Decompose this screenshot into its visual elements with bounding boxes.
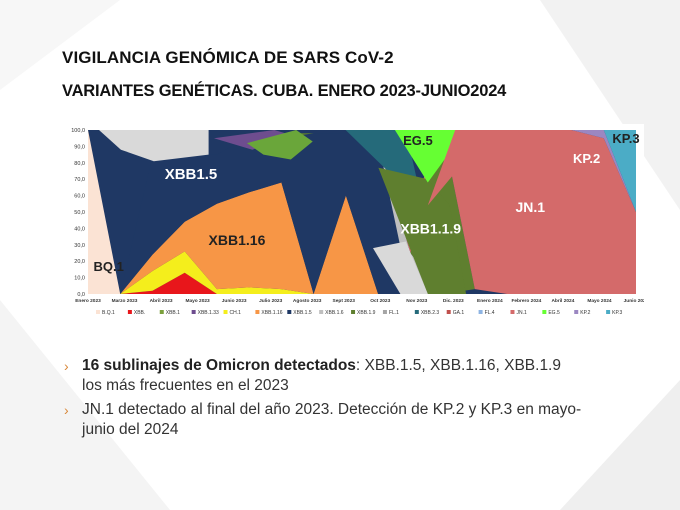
top-gray-band xyxy=(99,130,209,162)
x-tick-label: Sept 2023 xyxy=(333,298,356,304)
legend-label: FL.1 xyxy=(389,310,399,316)
legend-swatch xyxy=(606,310,611,314)
bullet-text: : XBB.1.5, XBB.1.16, XBB.1.9 los más fre… xyxy=(82,357,561,394)
x-tick-label: Enero 2024 xyxy=(477,298,503,304)
legend-label: XBB.1 xyxy=(166,310,180,316)
legend-label: KP.2 xyxy=(580,310,590,316)
top-purple-band xyxy=(214,130,291,150)
x-tick-label: Mayo 2023 xyxy=(185,298,210,304)
legend-label: XBB.1.5 xyxy=(293,310,312,316)
variant-area-chart: 0,0 10,0 20,0 30,0 40,0 50,0 60,0 70,0 80,0 90,0 1… xyxy=(62,124,644,330)
legend-swatch xyxy=(96,310,100,314)
legend-swatch xyxy=(478,310,483,314)
chevron-right-icon: › xyxy=(64,402,69,418)
legend-swatch xyxy=(191,310,196,314)
y-tick-label: 40,0 xyxy=(74,226,85,232)
legend-swatch xyxy=(223,310,228,314)
legend-label: XBB.2.3 xyxy=(421,310,440,316)
bullet-bold-text: 16 sublinajes de Omicron detectados xyxy=(82,357,356,374)
annotation-label: XBB1.5 xyxy=(165,166,218,183)
legend-swatch xyxy=(446,310,451,314)
legend-label: CH.1 xyxy=(230,310,242,316)
x-tick-label: Junio 2024 xyxy=(624,298,644,304)
annotation-label: JN.1 xyxy=(515,199,545,215)
y-tick-label: 20,0 xyxy=(74,259,85,265)
x-tick-label: Dic. 2023 xyxy=(443,298,464,304)
y-tick-label: 60,0 xyxy=(74,194,85,200)
legend-label: EG.5 xyxy=(548,310,560,316)
y-tick-label: 80,0 xyxy=(74,161,85,167)
x-tick-label: Agosto 2023 xyxy=(293,298,322,304)
legend-label: XBB.1.9 xyxy=(357,310,376,316)
legend-label: XBB. xyxy=(134,310,145,316)
y-tick-label: 90,0 xyxy=(74,144,85,150)
bullet-list: › 16 sublinajes de Omicron detectados: X… xyxy=(62,356,582,444)
x-tick-label: Marzo 2023 xyxy=(112,298,138,304)
bullet-text: JN.1 detectado al final del año 2023. De… xyxy=(82,401,582,438)
slide-subtitle: VARIANTES GENÉTICAS. CUBA. ENERO 2023-JU… xyxy=(62,82,507,100)
legend-swatch xyxy=(319,310,324,314)
series-area-jn-1 xyxy=(88,130,636,294)
legend-label: XBB.1.6 xyxy=(325,310,344,316)
x-tick-label: Nov 2023 xyxy=(406,298,427,304)
x-tick-label: Julio 2023 xyxy=(259,298,283,304)
chevron-right-icon: › xyxy=(64,358,69,374)
y-tick-label: 100,0 xyxy=(71,128,85,134)
x-tick-label: Enero 2023 xyxy=(75,298,101,304)
legend-swatch xyxy=(574,310,579,314)
legend-swatch xyxy=(351,310,356,314)
teal-band xyxy=(345,130,417,180)
chart-svg: 0,0 10,0 20,0 30,0 40,0 50,0 60,0 70,0 80,0 90,0 1… xyxy=(71,128,644,316)
series-area-xbb-1-16 xyxy=(88,130,636,294)
legend-label: KP.3 xyxy=(612,310,622,316)
jn1-top-left xyxy=(427,130,472,206)
annotation-label: KP.3 xyxy=(612,131,639,146)
legend-label: GA.1 xyxy=(453,310,465,316)
legend-swatch xyxy=(287,310,292,314)
x-tick-label: Oct 2023 xyxy=(370,298,390,304)
x-tick-label: Abril 2023 xyxy=(150,298,173,304)
legend-label: FL.4 xyxy=(485,310,495,316)
y-tick-label: 10,0 xyxy=(74,276,85,282)
annotation-label: BQ.1 xyxy=(93,259,123,274)
series-area-xbb-1-5 xyxy=(88,130,636,294)
x-tick-label: Febrero 2024 xyxy=(511,298,541,304)
top-green-band xyxy=(246,130,313,160)
legend-swatch xyxy=(542,310,547,314)
y-tick-label: 0,0 xyxy=(77,292,85,298)
x-tick-label: Abril 2024 xyxy=(551,298,574,304)
eg5-top xyxy=(394,130,467,183)
legend-swatch xyxy=(414,310,419,314)
y-tick-label: 30,0 xyxy=(74,243,85,249)
y-tick-label: 70,0 xyxy=(74,177,85,183)
legend-swatch xyxy=(127,310,132,314)
bullet-item: › JN.1 detectado al final del año 2023. … xyxy=(62,400,582,440)
legend-swatch xyxy=(510,310,515,314)
annotation-label: KP.2 xyxy=(573,151,600,166)
legend-swatch xyxy=(159,310,164,314)
legend-label: JN.1 xyxy=(516,310,527,316)
y-tick-label: 50,0 xyxy=(74,210,85,216)
annotation-label: XBB1.16 xyxy=(209,232,266,248)
legend-swatch xyxy=(382,310,387,314)
gray-small xyxy=(373,241,428,294)
annotation-label: XBB1.1.9 xyxy=(400,220,461,236)
x-tick-label: Mayo 2024 xyxy=(587,298,612,304)
legend-swatch xyxy=(255,310,260,314)
green-xbb119-left xyxy=(378,167,467,294)
x-tick-label: Junio 2023 xyxy=(222,298,247,304)
legend-label: XBB.1.33 xyxy=(198,310,219,316)
legend-label: XBB.1.16 xyxy=(261,310,282,316)
bullet-item: › 16 sublinajes de Omicron detectados: X… xyxy=(62,356,582,396)
legend-label: B.Q.1 xyxy=(102,310,115,316)
annotation-label: EG.5 xyxy=(403,133,433,148)
slide-title: VIGILANCIA GENÓMICA DE SARS CoV-2 xyxy=(62,48,394,67)
